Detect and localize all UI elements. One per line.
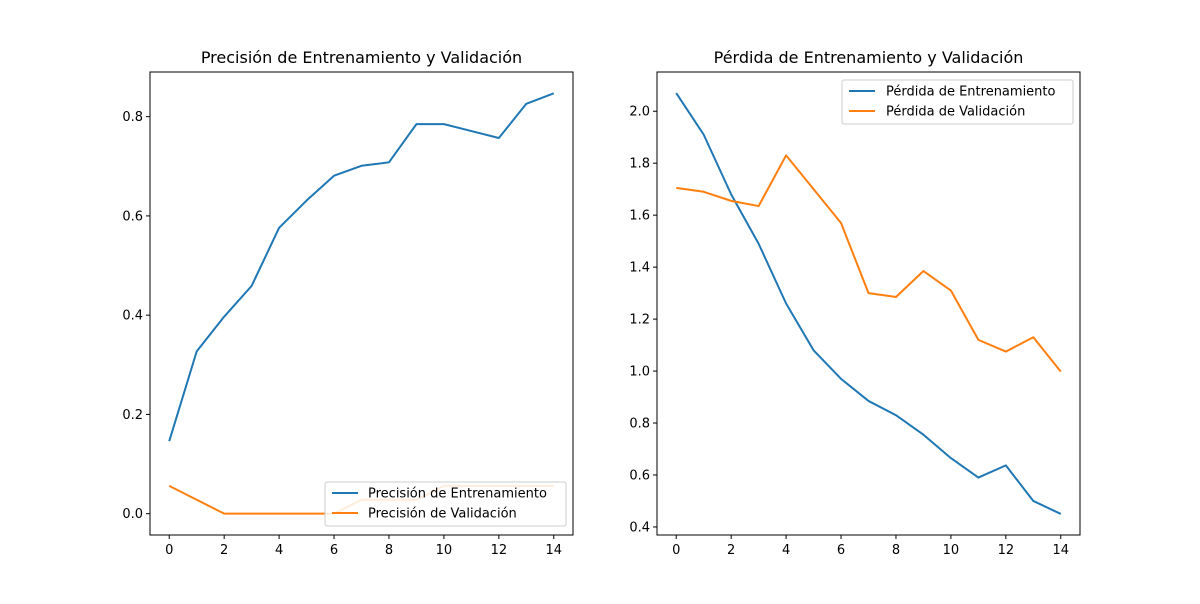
accuracy-xtick-label: 0 [165, 543, 173, 558]
accuracy-legend-box [324, 481, 567, 527]
accuracy-ytick-label: 0.8 [122, 110, 143, 125]
loss-ytick-label: 1.6 [629, 209, 650, 224]
loss-xtick-label: 6 [837, 543, 845, 558]
accuracy-series-line-training [168, 92, 555, 442]
loss-chart-title: Pérdida de Entrenamiento y Validación [714, 48, 1024, 67]
loss-xtick-label: 12 [998, 543, 1015, 558]
loss-xtick-label: 0 [672, 543, 680, 558]
accuracy-xtick-label: 12 [491, 543, 508, 558]
legend-label-training-loss: Pérdida de Entrenamiento [886, 85, 1056, 100]
accuracy-chart: Precisión de Entrenamiento y Validación … [122, 48, 574, 558]
accuracy-xtick-label: 4 [275, 543, 283, 558]
accuracy-xtick-label: 6 [330, 543, 338, 558]
loss-ytick-label: 0.4 [629, 520, 650, 535]
loss-ytick-label: 1.8 [629, 157, 650, 172]
loss-chart-ticks: 0 2 4 6 8 10 12 14 0.4 0.6 0.8 1.0 1.2 1.4 1.6 1.8 2.0 [629, 105, 1069, 558]
loss-ytick-label: 0.8 [629, 417, 650, 432]
loss-xtick-label: 14 [1052, 543, 1069, 558]
loss-chart-frame [656, 71, 1081, 536]
loss-xtick-label: 2 [727, 543, 735, 558]
accuracy-ytick-label: 0.0 [122, 507, 143, 522]
legend-label-validation-loss: Pérdida de Validación [886, 105, 1025, 120]
loss-ytick-label: 1.4 [629, 261, 650, 276]
loss-series-line-training [675, 92, 1062, 515]
loss-series-line-validation [676, 154, 1062, 373]
accuracy-chart-frame [149, 71, 574, 536]
accuracy-ytick-label: 0.6 [122, 209, 143, 224]
loss-xtick-label: 8 [892, 543, 900, 558]
loss-ytick-label: 1.0 [629, 365, 650, 380]
loss-ytick-label: 0.6 [629, 468, 650, 483]
accuracy-xtick-label: 8 [385, 543, 393, 558]
loss-ytick-label: 2.0 [629, 105, 650, 120]
accuracy-chart-title: Precisión de Entrenamiento y Validación [201, 48, 522, 67]
legend-label-validation-accuracy: Precisión de Validación [368, 507, 517, 522]
loss-chart: Pérdida de Entrenamiento y Validación 0 2… [629, 48, 1081, 558]
accuracy-chart-legend: Precisión de Entrenamiento Precisión de … [324, 481, 567, 527]
loss-xtick-label: 10 [943, 543, 960, 558]
accuracy-chart-ticks: 0 2 4 6 8 10 12 14 0.0 0.2 0.4 0.6 0.8 [122, 110, 562, 558]
accuracy-xtick-label: 10 [436, 543, 453, 558]
loss-ytick-label: 1.2 [629, 313, 650, 328]
legend-label-training-accuracy: Precisión de Entrenamiento [368, 487, 547, 502]
loss-legend-box [841, 79, 1074, 125]
loss-xtick-label: 4 [782, 543, 790, 558]
accuracy-xtick-label: 2 [220, 543, 228, 558]
accuracy-ytick-label: 0.2 [122, 408, 143, 423]
loss-chart-legend: Pérdida de Entrenamiento Pérdida de Vali… [841, 79, 1074, 125]
accuracy-ytick-label: 0.4 [122, 309, 143, 324]
loss-chart-lines [675, 92, 1062, 515]
accuracy-xtick-label: 14 [545, 543, 562, 558]
